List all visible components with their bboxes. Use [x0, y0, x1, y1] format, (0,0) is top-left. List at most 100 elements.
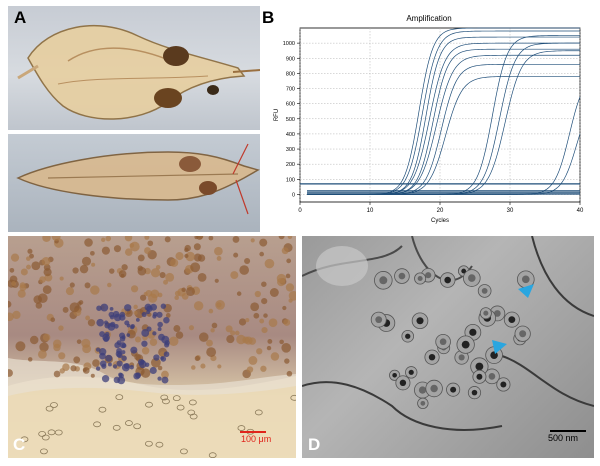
cell-mark	[117, 376, 126, 385]
virion-core	[500, 381, 507, 388]
cell-mark	[133, 372, 141, 380]
virion-core	[508, 316, 516, 324]
cell-mark	[17, 289, 26, 298]
cell-mark	[53, 370, 61, 378]
shrimp-dorsal-photo	[8, 134, 260, 232]
cell-mark	[129, 243, 135, 248]
cell-mark	[27, 357, 33, 362]
virion-core	[444, 276, 451, 284]
cell-mark	[87, 319, 96, 327]
chart-x-axis-label: Cycles	[431, 218, 449, 224]
cell-mark	[286, 370, 293, 377]
cell-mark	[114, 342, 121, 349]
cell-mark	[254, 290, 261, 298]
cell-mark	[26, 256, 31, 261]
cell-mark	[150, 289, 160, 299]
cell-mark	[244, 336, 253, 345]
cell-mark	[184, 253, 189, 259]
cell-mark	[35, 302, 43, 309]
cell-mark	[141, 311, 147, 317]
cell-mark	[109, 306, 114, 311]
cell-mark	[126, 333, 131, 337]
cell-mark	[119, 332, 126, 339]
virion-core	[461, 268, 467, 274]
cell-mark	[108, 311, 115, 318]
panel-c-scale-bar	[240, 431, 266, 433]
panel-d-scale-bar	[550, 430, 586, 432]
cell-mark	[62, 363, 70, 371]
cell-mark	[29, 335, 39, 345]
cell-mark	[146, 310, 151, 315]
cell-mark	[157, 365, 163, 371]
cell-mark	[199, 332, 209, 342]
cell-mark	[149, 366, 157, 375]
cell-mark	[108, 362, 112, 367]
cell-mark	[15, 341, 26, 352]
cell-mark	[253, 312, 260, 319]
cell-mark	[134, 353, 141, 361]
virion-arrows	[492, 284, 534, 354]
cell-mark	[159, 351, 166, 357]
virion-core	[519, 330, 527, 338]
cell-mark	[288, 298, 293, 303]
cell-mark	[214, 278, 219, 283]
cell-mark	[234, 330, 240, 336]
chart-x-tick-label: 20	[437, 208, 444, 214]
cell-mark	[105, 236, 112, 242]
chart-x-tick-label: 30	[507, 208, 514, 214]
cell-mark	[270, 352, 280, 361]
cell-mark	[161, 335, 170, 344]
cell-mark	[101, 237, 106, 243]
cell-mark	[284, 358, 290, 364]
cell-mark	[116, 352, 123, 359]
cell-mark	[144, 247, 151, 254]
amplification-chart-svg: Amplification RFU Cycles 0 10 20 30 40010020…	[274, 14, 584, 224]
cell-mark	[59, 276, 64, 281]
cell-mark	[121, 355, 127, 361]
virion-core	[481, 288, 488, 294]
cell-mark	[181, 287, 186, 293]
virion-core	[490, 351, 498, 359]
virion-core	[375, 316, 383, 324]
cell-mark	[206, 347, 217, 357]
cell-mark	[144, 267, 151, 275]
cell-mark	[109, 268, 115, 274]
cell-mark	[70, 365, 77, 372]
cell-mark	[175, 331, 184, 339]
cell-mark	[37, 349, 47, 359]
cell-mark	[267, 339, 273, 344]
cell-mark	[188, 325, 195, 331]
cell-mark	[91, 262, 96, 267]
cell-mark	[69, 302, 80, 313]
cell-mark	[157, 376, 162, 381]
cell-mark	[281, 343, 291, 353]
cell-mark	[50, 317, 56, 323]
chart-x-tick-label: 0	[298, 208, 302, 214]
cell-mark	[8, 358, 296, 396]
virion-core	[392, 372, 397, 378]
cell-mark	[190, 262, 201, 273]
virion-core	[476, 373, 483, 380]
cell-mark	[42, 285, 52, 295]
cell-mark	[225, 325, 233, 333]
cell-mark	[266, 345, 272, 351]
cell-mark	[133, 304, 138, 310]
cell-mark	[250, 302, 260, 312]
chart-x-tick-label: 40	[577, 208, 584, 214]
chart-x-tick-label: 10	[367, 208, 374, 214]
cell-mark	[250, 238, 255, 243]
cell-mark	[107, 282, 112, 288]
cell-mark	[285, 273, 291, 279]
virion-core	[398, 272, 406, 280]
cell-mark	[124, 320, 130, 326]
cell-mark	[103, 336, 110, 342]
cell-mark	[174, 295, 179, 301]
cell-mark	[236, 334, 246, 345]
virion-core	[418, 386, 427, 394]
cell-mark	[200, 363, 206, 369]
cell-mark	[113, 313, 122, 322]
cell-mark	[268, 318, 278, 328]
cell-mark	[98, 406, 107, 413]
cell-mark	[246, 366, 254, 373]
cell-mark	[226, 335, 235, 344]
